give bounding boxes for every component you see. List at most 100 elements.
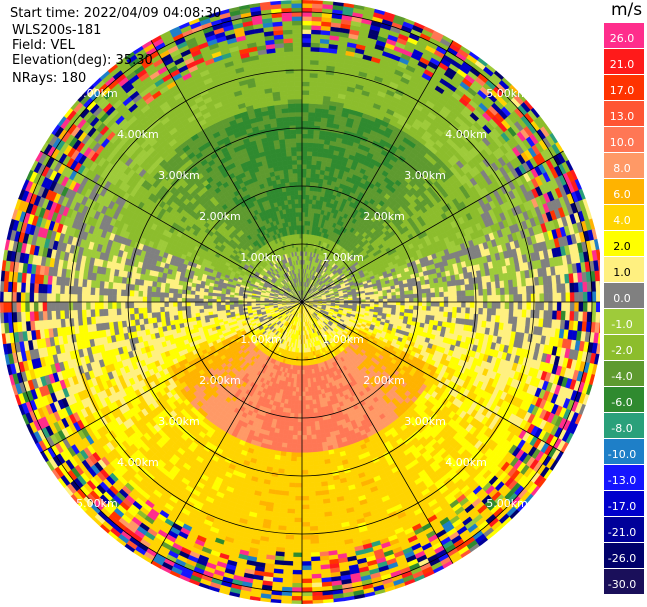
velocity-cell bbox=[478, 301, 484, 309]
velocity-cell bbox=[425, 314, 431, 321]
velocity-cell bbox=[556, 310, 562, 321]
velocity-cell bbox=[460, 307, 466, 314]
velocity-cell bbox=[395, 298, 401, 303]
velocity-cell bbox=[547, 310, 553, 320]
velocity-cell bbox=[552, 310, 558, 321]
velocity-cell bbox=[301, 55, 311, 61]
velocity-cell bbox=[582, 301, 588, 313]
velocity-cell bbox=[313, 129, 321, 135]
velocity-cell bbox=[426, 306, 432, 312]
velocity-cell bbox=[513, 301, 519, 310]
velocity-cell bbox=[556, 292, 562, 303]
velocity-cell bbox=[513, 63, 525, 75]
velocity-cell bbox=[430, 310, 436, 317]
velocity-cell bbox=[563, 122, 575, 135]
velocity-cell bbox=[307, 124, 315, 131]
velocity-cell bbox=[598, 192, 600, 205]
velocity-cell bbox=[378, 298, 384, 303]
velocity-cell bbox=[573, 436, 583, 449]
velocity-cell bbox=[543, 496, 555, 509]
velocity-cell bbox=[413, 301, 419, 307]
velocity-cell bbox=[404, 308, 410, 314]
velocity-cell bbox=[552, 292, 558, 303]
velocity-cell bbox=[404, 294, 410, 299]
velocity-cell bbox=[495, 281, 501, 289]
velocity-cell bbox=[306, 164, 312, 170]
velocity-cell bbox=[438, 17, 451, 28]
velocity-cell bbox=[587, 291, 593, 303]
velocity-cell bbox=[312, 147, 319, 153]
velocity-cell bbox=[356, 297, 362, 301]
velocity-cell bbox=[301, 177, 307, 182]
velocity-cell bbox=[582, 281, 588, 293]
velocity-cell bbox=[469, 283, 475, 291]
velocity-cell bbox=[552, 283, 558, 294]
velocity-cell bbox=[430, 297, 436, 303]
velocity-cell bbox=[448, 301, 454, 308]
velocity-cell bbox=[495, 294, 501, 303]
velocity-cell bbox=[413, 293, 419, 299]
velocity-cell bbox=[451, 312, 457, 319]
velocity-cell bbox=[578, 165, 588, 178]
velocity-cell bbox=[439, 291, 445, 298]
velocity-cell bbox=[491, 295, 497, 303]
velocity-cell bbox=[585, 430, 596, 443]
velocity-cell bbox=[382, 292, 388, 297]
velocity-cell bbox=[490, 56, 503, 67]
velocity-cell bbox=[305, 185, 311, 191]
velocity-cell bbox=[474, 295, 480, 303]
velocity-cell bbox=[536, 504, 548, 517]
velocity-cell bbox=[387, 295, 393, 300]
velocity-cell bbox=[569, 459, 580, 473]
velocity-cell bbox=[430, 287, 436, 294]
velocity-cell bbox=[469, 313, 475, 321]
velocity-cell bbox=[455, 31, 468, 42]
velocity-cell bbox=[391, 291, 397, 296]
velocity-cell bbox=[310, 38, 321, 44]
velocity-cell bbox=[418, 8, 431, 18]
velocity-cell bbox=[594, 205, 600, 218]
velocity-cell bbox=[491, 288, 497, 296]
velocity-cell bbox=[311, 16, 323, 22]
velocity-cell bbox=[562, 136, 573, 149]
velocity-cell bbox=[543, 482, 555, 495]
velocity-cell bbox=[473, 43, 486, 54]
velocity-cell bbox=[395, 294, 401, 299]
velocity-cell bbox=[580, 440, 591, 453]
velocity-cell bbox=[301, 224, 305, 230]
velocity-cell bbox=[556, 283, 562, 294]
velocity-cell bbox=[443, 296, 449, 303]
velocity-cell bbox=[547, 284, 553, 294]
velocity-cell bbox=[301, 216, 306, 222]
velocity-cell bbox=[499, 287, 506, 296]
velocity-cell bbox=[459, 24, 473, 35]
velocity-cell bbox=[504, 287, 510, 296]
velocity-cell bbox=[417, 305, 423, 311]
velocity-cell bbox=[301, 72, 311, 78]
velocity-cells bbox=[0, 0, 600, 604]
velocity-cell bbox=[308, 98, 317, 105]
velocity-cell bbox=[430, 301, 436, 307]
velocity-cell bbox=[594, 398, 600, 411]
velocity-cell bbox=[387, 301, 393, 306]
velocity-cell bbox=[311, 155, 318, 161]
velocity-cell bbox=[307, 138, 314, 144]
velocity-cell bbox=[539, 301, 545, 311]
velocity-cell bbox=[482, 301, 488, 309]
velocity-cell bbox=[387, 0, 400, 6]
velocity-cell bbox=[426, 297, 432, 303]
velocity-cell bbox=[439, 301, 445, 308]
velocity-cell bbox=[365, 0, 378, 4]
velocity-cell bbox=[426, 301, 432, 307]
velocity-cell bbox=[301, 124, 309, 130]
velocity-cell bbox=[301, 198, 306, 204]
velocity-cell bbox=[543, 109, 555, 122]
velocity-cell bbox=[309, 85, 318, 92]
velocity-cell bbox=[305, 198, 310, 204]
velocity-cell bbox=[491, 308, 497, 316]
velocity-cell bbox=[409, 301, 414, 307]
velocity-cell bbox=[404, 298, 410, 303]
velocity-cell bbox=[301, 81, 310, 87]
velocity-cell bbox=[374, 301, 380, 305]
